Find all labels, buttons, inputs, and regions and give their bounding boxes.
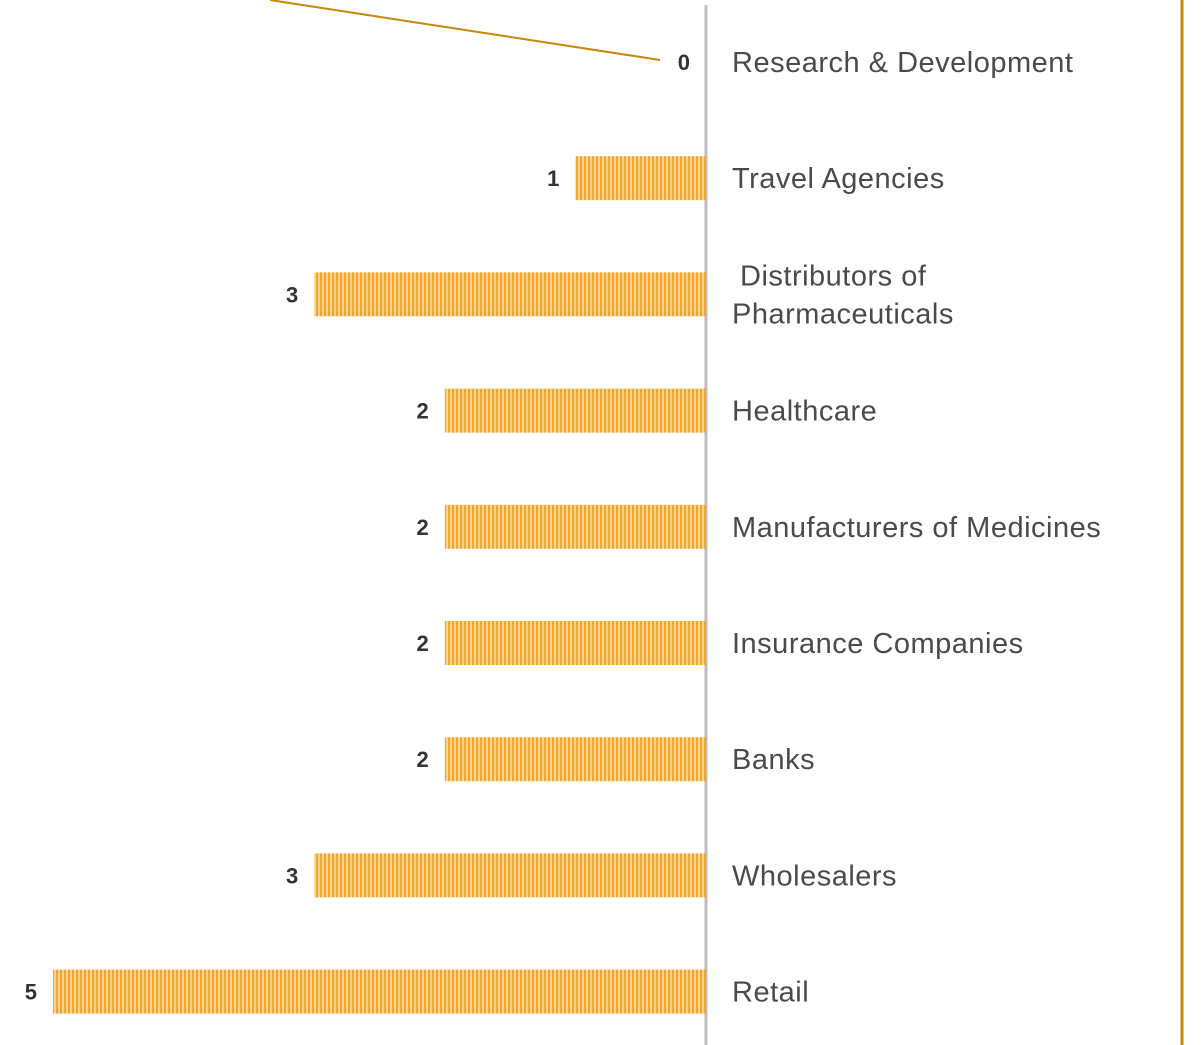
bar (444, 504, 706, 549)
category-label: Healthcare (732, 396, 877, 428)
category-label: Travel Agencies (732, 163, 945, 195)
bar (444, 388, 706, 433)
category-label: Research & Development (732, 47, 1073, 79)
value-label: 3 (286, 863, 298, 888)
bar (53, 969, 706, 1014)
category-label: Insurance Companies (732, 628, 1024, 660)
leader-line (269, 0, 661, 61)
bar (444, 737, 706, 782)
bar (314, 853, 706, 898)
bar (444, 621, 706, 665)
value-label: 1 (547, 166, 559, 191)
bar (314, 272, 706, 317)
value-label: 0 (678, 50, 690, 75)
category-label: Banks (732, 744, 815, 776)
category-label: Distributors of Pharmaceuticals (732, 260, 954, 330)
category-label: Manufacturers of Medicines (732, 512, 1101, 544)
value-label: 2 (417, 399, 429, 424)
bar (575, 156, 706, 201)
category-label: Wholesalers (732, 860, 897, 892)
value-label: 2 (417, 747, 429, 772)
value-label: 2 (417, 631, 429, 656)
value-label: 3 (286, 282, 298, 307)
value-label: 2 (417, 515, 429, 540)
value-label: 5 (25, 980, 37, 1005)
category-label: Retail (732, 977, 809, 1009)
